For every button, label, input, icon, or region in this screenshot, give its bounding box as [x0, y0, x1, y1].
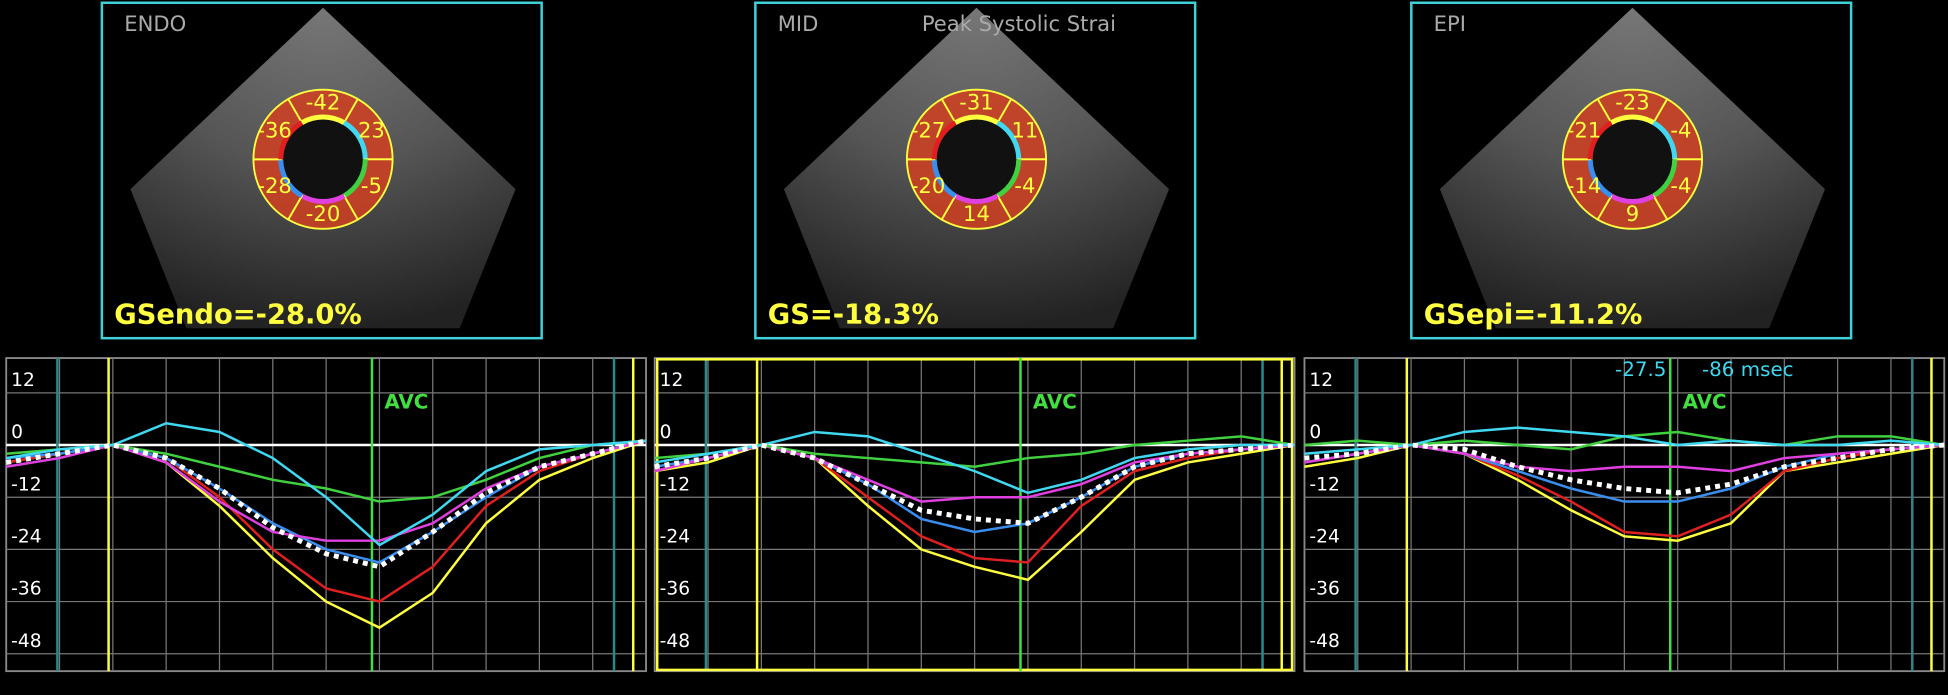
ring-edge: [996, 120, 1022, 160]
ring-edge: [278, 159, 304, 199]
avc-label: AVC: [1683, 390, 1727, 413]
segment-label: -5: [361, 173, 382, 198]
segment-label: -20: [306, 201, 340, 226]
ring-edge: [931, 120, 957, 160]
y-tick-label: 12: [11, 370, 35, 391]
ring-edge: [342, 120, 368, 160]
selected-frame: [655, 358, 1294, 672]
segment-label: -36: [257, 117, 291, 142]
segment-label: -28: [257, 173, 291, 198]
view-frame: [754, 1, 1197, 340]
y-tick-label: -24: [1309, 526, 1339, 547]
y-tick-label: -12: [1309, 474, 1339, 495]
ring-edge: [278, 120, 304, 160]
y-tick-label: -24: [11, 526, 41, 547]
ring-edge: [300, 114, 346, 125]
ring-edge: [1587, 159, 1613, 199]
cavity: [280, 117, 366, 202]
ring-edge: [1610, 114, 1655, 125]
strain-curve: [6, 422, 647, 547]
view-label: EPI: [1434, 11, 1466, 36]
segment-label: -4: [1014, 173, 1035, 198]
y-tick-label: -48: [11, 631, 41, 652]
readout: -86 msec: [1702, 358, 1794, 381]
y-tick-label: -24: [660, 526, 690, 547]
y-tick-label: -12: [11, 474, 41, 495]
ring-edge: [1652, 159, 1678, 199]
view-sublabel: Peak Systolic Strai: [922, 11, 1116, 36]
segment-label: -20: [911, 173, 945, 198]
y-tick-label: -12: [660, 474, 690, 495]
segment-label: -21: [1567, 117, 1601, 142]
ring-edge: [931, 159, 957, 199]
readout: -27.5: [1615, 358, 1666, 381]
y-tick-label: 0: [660, 422, 672, 443]
view-frame: [1410, 1, 1853, 340]
view-label: ENDO: [124, 11, 186, 36]
y-tick-label: -36: [11, 579, 41, 600]
strain-curve: [654, 430, 1295, 495]
ring-edge: [1587, 120, 1613, 160]
global-strain: GS=-18.3%: [768, 299, 939, 330]
ring-edge: [342, 159, 368, 199]
segment-label: -4: [1670, 117, 1691, 142]
global-strain: GSepi=-11.2%: [1424, 299, 1643, 330]
segment-label: 9: [1626, 201, 1639, 226]
y-tick-label: -48: [1309, 631, 1339, 652]
global-strain: GSendo=-28.0%: [114, 299, 362, 330]
y-tick-label: -48: [660, 631, 690, 652]
ring-edge: [1652, 120, 1678, 160]
avc-label: AVC: [384, 390, 428, 413]
avc-label: AVC: [1033, 390, 1077, 413]
y-tick-label: 12: [1309, 370, 1333, 391]
strain-curve: [5, 438, 647, 570]
segment-label: 23: [358, 117, 385, 142]
segment-label: -42: [306, 89, 340, 114]
ring-edge: [996, 159, 1022, 199]
segment-label: 14: [963, 201, 990, 226]
ring-edge: [300, 193, 346, 204]
view-frame: [100, 1, 543, 340]
ring-edge: [1610, 193, 1655, 204]
y-tick-label: 12: [660, 370, 684, 391]
segment-label: -27: [911, 117, 945, 142]
y-tick-label: -36: [1309, 579, 1339, 600]
segment-label: -4: [1670, 173, 1691, 198]
segment-label: -23: [1615, 89, 1649, 114]
ring-edge: [954, 114, 999, 125]
view-label: MID: [778, 11, 819, 36]
y-tick-label: -36: [660, 579, 690, 600]
ring-edge: [954, 193, 999, 204]
strain-curve: [1304, 426, 1945, 455]
y-tick-label: 0: [11, 422, 23, 443]
y-tick-label: 0: [1309, 422, 1321, 443]
segment-label: -31: [959, 89, 993, 114]
cavity: [1590, 117, 1675, 202]
segment-label: 11: [1011, 117, 1038, 142]
segment-label: -14: [1567, 173, 1601, 198]
cavity: [934, 117, 1019, 202]
